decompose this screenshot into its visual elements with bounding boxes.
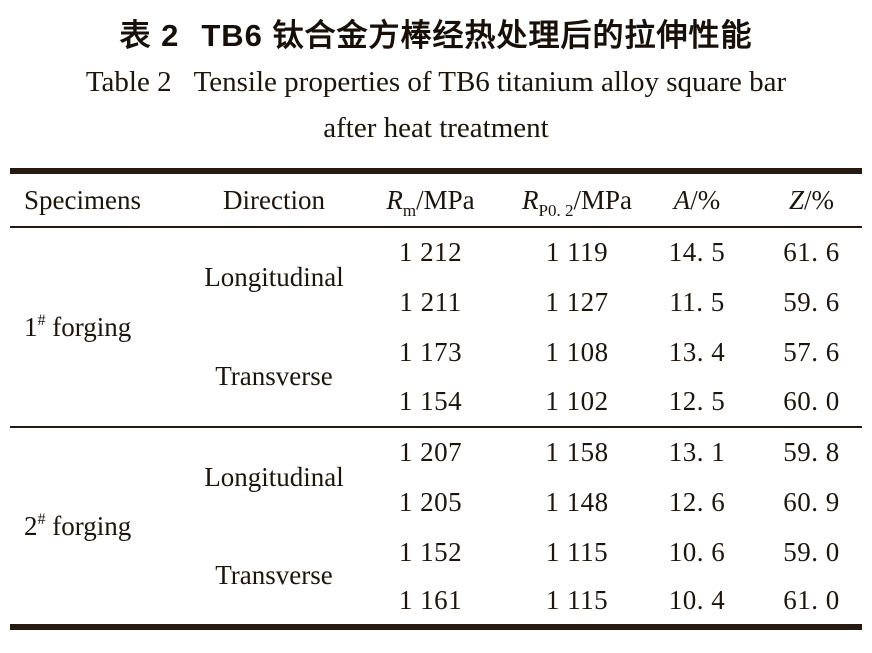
rm-unit: /MPa xyxy=(416,184,475,215)
table-title-chinese-prefix: 表 2 xyxy=(119,18,180,53)
col-header-z: Z/% xyxy=(743,171,862,227)
hash-superscript: # xyxy=(37,311,46,329)
col-header-specimens: Specimens xyxy=(24,184,141,215)
cell-z: 59. 0 xyxy=(783,536,840,567)
cell-rm: 1 152 xyxy=(398,536,463,567)
table-row: 1 154 1 102 12. 5 60. 0 xyxy=(10,377,862,427)
table-title-english-prefix: Table 2 xyxy=(85,66,172,98)
cell-rm: 1 207 xyxy=(398,437,463,467)
table-title-english-line2: after heat treatment xyxy=(323,112,549,144)
cell-a: 13. 4 xyxy=(668,336,726,367)
col-header-direction: Direction xyxy=(223,184,325,215)
a-symbol: A xyxy=(673,184,691,215)
cell-z: 60. 0 xyxy=(783,386,840,416)
tensile-properties-table: Specimens Direction Rm/MPa RP0. 2/MPa A/… xyxy=(10,168,862,630)
z-unit: /% xyxy=(804,184,835,215)
cell-a: 12. 6 xyxy=(668,486,726,517)
cell-a: 10. 6 xyxy=(668,536,726,567)
cell-rm: 1 212 xyxy=(398,237,463,267)
table-title-chinese-text: TB6 钛合金方棒经热处理后的拉伸性能 xyxy=(201,18,753,53)
table-title-english-text: Tensile properties of TB6 titanium alloy… xyxy=(193,66,787,98)
cell-rp02: 1 115 xyxy=(545,536,609,567)
table-row: 1 161 1 115 10. 4 61. 0 xyxy=(10,577,862,627)
table-title-chinese: 表 2 TB6 钛合金方棒经热处理后的拉伸性能 xyxy=(0,10,872,55)
cell-rp02: 1 119 xyxy=(545,237,609,267)
header-row: Specimens Direction Rm/MPa RP0. 2/MPa A/… xyxy=(10,171,862,227)
cell-rp02: 1 115 xyxy=(545,585,609,615)
cell-rp02: 1 158 xyxy=(545,437,609,467)
group-2-forging: 2# forging Longitudinal 1 207 1 158 13. … xyxy=(10,427,862,627)
specimen-word: forging xyxy=(45,510,132,541)
cell-rm: 1 211 xyxy=(399,286,462,317)
table-row: 2# forging Longitudinal 1 207 1 158 13. … xyxy=(10,427,862,541)
hash-superscript: # xyxy=(37,510,46,528)
a-unit: /% xyxy=(690,184,721,215)
z-symbol: Z xyxy=(788,184,805,215)
cell-rp02: 1 102 xyxy=(545,386,609,416)
cell-a: 14. 5 xyxy=(668,237,726,267)
rp02-subscript: P0. 2 xyxy=(538,200,574,220)
table-row: Transverse 1 152 1 115 10. 6 59. 0 xyxy=(10,527,862,591)
table-header: Specimens Direction Rm/MPa RP0. 2/MPa A/… xyxy=(10,171,862,227)
rp02-symbol: R xyxy=(522,184,539,215)
col-header-a: A/% xyxy=(651,171,743,227)
cell-rp02: 1 148 xyxy=(545,486,609,517)
specimen-word: forging xyxy=(45,311,132,342)
cell-rm: 1 173 xyxy=(398,336,463,367)
cell-a: 10. 4 xyxy=(668,585,726,615)
table-row: 1 205 1 148 12. 6 60. 9 xyxy=(10,477,862,527)
cell-rp02: 1 108 xyxy=(545,336,609,367)
cell-z: 60. 9 xyxy=(783,486,840,517)
direction-label: Longitudinal xyxy=(204,262,344,292)
specimen-number: 1 xyxy=(24,311,38,342)
rm-subscript: m xyxy=(402,200,417,220)
cell-z: 61. 6 xyxy=(783,237,840,267)
cell-z: 59. 8 xyxy=(783,437,840,467)
cell-rm: 1 161 xyxy=(398,585,463,615)
cell-a: 13. 1 xyxy=(668,437,726,467)
cell-rp02: 1 127 xyxy=(545,286,609,317)
rp02-unit: /MPa xyxy=(573,184,632,215)
cell-a: 11. 5 xyxy=(669,286,725,317)
table-title-english-line1: Table 2 Tensile properties of TB6 titaniu… xyxy=(0,66,872,99)
cell-z: 57. 6 xyxy=(783,336,840,367)
cell-z: 61. 0 xyxy=(783,585,840,615)
specimen-label: 1# forging xyxy=(10,227,190,427)
table-row: Transverse 1 173 1 108 13. 4 57. 6 xyxy=(10,327,862,392)
table-row: 1# forging Longitudinal 1 212 1 119 14. … xyxy=(10,227,862,342)
col-header-rm: Rm/MPa xyxy=(358,171,503,227)
group-1-forging: 1# forging Longitudinal 1 212 1 119 14. … xyxy=(10,227,862,427)
cell-z: 59. 6 xyxy=(783,286,840,317)
table-row: 1 211 1 127 11. 5 59. 6 xyxy=(10,277,862,327)
rm-symbol: R xyxy=(386,184,403,215)
cell-a: 12. 5 xyxy=(668,386,726,416)
direction-label: Transverse xyxy=(215,361,333,391)
cell-rm: 1 154 xyxy=(398,386,463,416)
col-header-rp02: RP0. 2/MPa xyxy=(503,171,651,227)
direction-label: Longitudinal xyxy=(204,462,344,492)
specimen-number: 2 xyxy=(24,510,38,541)
direction-label: Transverse xyxy=(215,560,333,590)
specimen-label: 2# forging xyxy=(10,427,190,627)
cell-rm: 1 205 xyxy=(398,486,463,517)
